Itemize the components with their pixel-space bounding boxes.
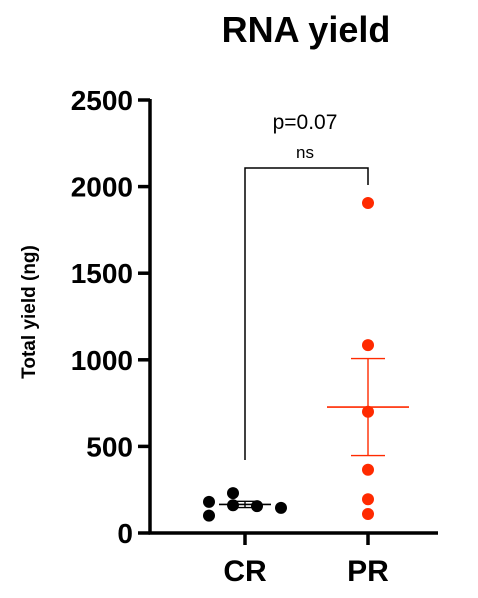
significance-bracket <box>244 167 369 460</box>
data-point <box>203 509 215 522</box>
x-axis: CR PR <box>148 531 438 588</box>
y-tick-label: 1000 <box>71 345 133 376</box>
y-tick-label: 2000 <box>71 172 133 203</box>
x-tick-label: PR <box>347 555 389 588</box>
significance-annotation: ns <box>296 143 314 162</box>
bracket-line <box>244 167 369 460</box>
data-point <box>362 339 374 352</box>
y-tick-label: 0 <box>117 518 133 549</box>
x-tick-label: CR <box>223 555 267 588</box>
y-tick-label: 1500 <box>71 258 133 289</box>
p-value-annotation: p=0.07 <box>273 111 338 134</box>
chart-title: RNA yield <box>222 9 391 50</box>
y-tick-label: 500 <box>86 431 133 462</box>
y-axis: 0 500 1000 1500 2000 2500 <box>71 85 152 549</box>
data-point <box>362 493 374 506</box>
data-point <box>203 495 215 508</box>
y-axis-label: Total yield (ng) <box>19 245 40 379</box>
data-points <box>203 197 409 522</box>
data-point <box>362 463 374 476</box>
y-tick-label: 2500 <box>71 85 133 116</box>
data-point <box>227 499 239 512</box>
data-point <box>275 501 287 514</box>
data-point <box>227 487 239 500</box>
data-point <box>251 500 263 513</box>
data-point <box>362 197 374 210</box>
data-point <box>362 507 374 520</box>
